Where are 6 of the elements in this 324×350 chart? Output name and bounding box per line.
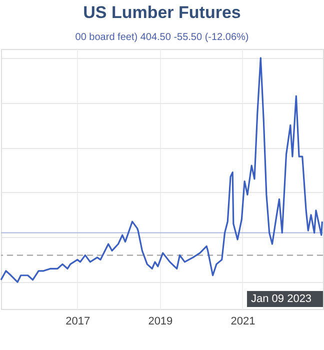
text: Jan 09 2023 <box>251 293 312 305</box>
chart-title: US Lumber Futures <box>83 3 241 22</box>
x-tick-label: 2017 <box>66 316 90 328</box>
x-tick-label: 2021 <box>230 316 256 328</box>
chart-subtitle: 00 board feet) 404.50 -55.50 (-12.06%) <box>75 32 249 43</box>
x-tick-label: 2019 <box>148 316 173 328</box>
